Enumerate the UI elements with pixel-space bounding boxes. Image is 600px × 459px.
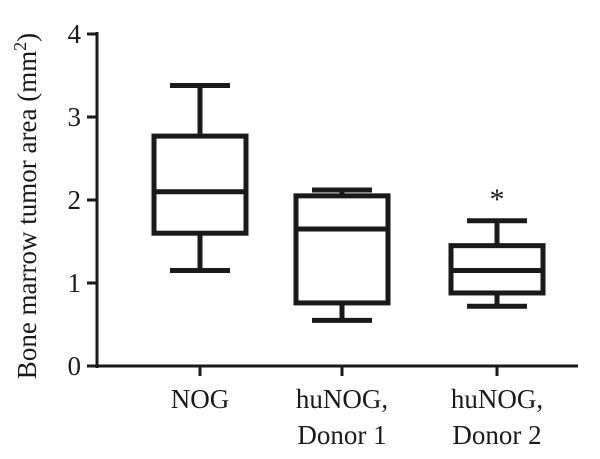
box-iqr xyxy=(151,133,249,236)
y-axis-label: Bone marrow tumor area (mm2) xyxy=(10,33,42,379)
box-2 xyxy=(293,187,391,323)
boxes xyxy=(151,82,546,323)
y-tick-label: 2 xyxy=(68,185,82,215)
category-label: NOG xyxy=(171,384,230,414)
axes xyxy=(87,32,578,376)
box-iqr xyxy=(293,193,391,306)
y-tick-label: 0 xyxy=(68,351,82,381)
significance-marker: * xyxy=(490,183,505,216)
category-label: huNOG, Donor 1 xyxy=(296,384,388,450)
labels: 0 1 2 3 4 NOG huNOG, Donor 1 huNOG, Donor 2 Bone m… xyxy=(10,19,543,450)
box-1 xyxy=(151,82,249,274)
category-label: huNOG, Donor 2 xyxy=(451,384,543,450)
y-tick-label: 1 xyxy=(68,268,82,298)
box-3 xyxy=(448,218,546,309)
y-tick-label: 4 xyxy=(68,19,82,49)
y-tick-label: 3 xyxy=(68,102,82,132)
